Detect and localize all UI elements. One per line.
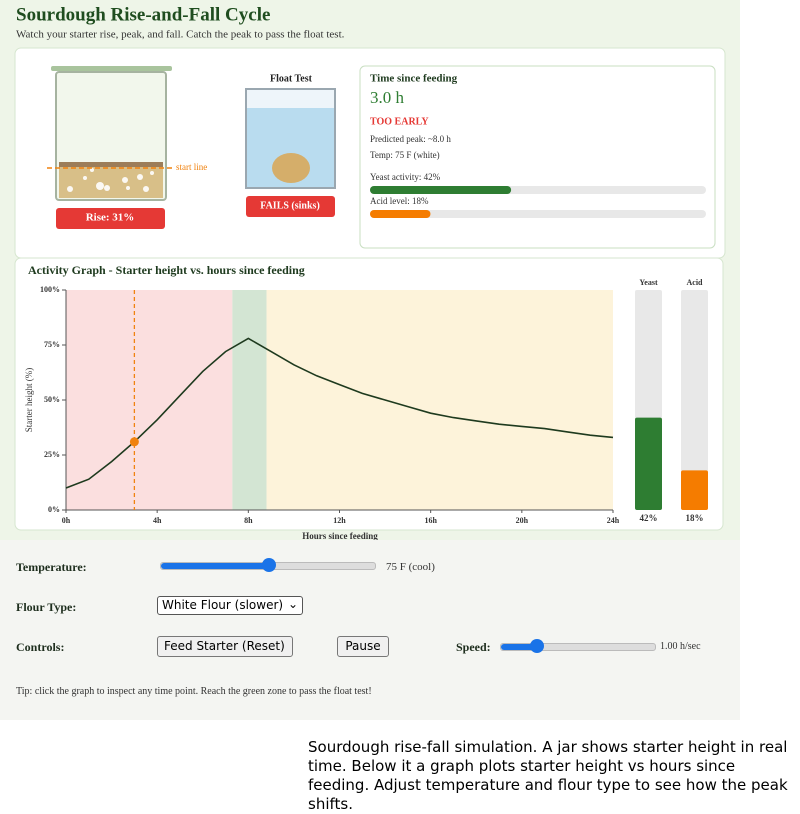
slider-thumb[interactable] bbox=[262, 558, 276, 572]
meter-bar bbox=[681, 470, 708, 510]
acid-label: Acid level: 18% bbox=[370, 196, 429, 206]
y-tick-label: 25% bbox=[44, 450, 60, 459]
temperature-value: 75 F (cool) bbox=[386, 561, 435, 573]
controls-label: Controls: bbox=[16, 640, 65, 654]
status-time: 3.0 h bbox=[370, 88, 405, 107]
flour-option: White Flour (slower) bbox=[162, 598, 284, 612]
x-tick-label: 4h bbox=[153, 516, 162, 525]
starter bbox=[59, 167, 163, 198]
float-title: Float Test bbox=[270, 73, 313, 84]
subtitle: Watch your starter rise, peak, and fall.… bbox=[16, 29, 345, 41]
acid-track bbox=[370, 210, 706, 218]
x-tick-label: 0h bbox=[62, 516, 71, 525]
rise-badge bbox=[56, 208, 165, 229]
y-tick-label: 100% bbox=[40, 285, 60, 294]
current-point bbox=[129, 437, 139, 447]
x-tick-label: 12h bbox=[333, 516, 346, 525]
select-arrow: ⌄ bbox=[287, 597, 298, 611]
y-tick-label: 0% bbox=[48, 505, 60, 514]
zone bbox=[232, 290, 267, 510]
flour-label: Flour Type: bbox=[16, 600, 77, 614]
bubbles bbox=[67, 168, 154, 192]
yeast-label: Yeast activity: 42% bbox=[370, 172, 441, 182]
series-line bbox=[65, 337, 614, 489]
meter-bar bbox=[635, 417, 662, 510]
x-axis-label: Hours since feeding bbox=[302, 531, 378, 540]
meter-name: Yeast bbox=[639, 278, 658, 287]
plot[interactable]: 0% 25% 50% 75% 100% 0h 4h 8h 12h 16h 20h 24h bbox=[40, 285, 620, 525]
rise-label: Rise: 31% bbox=[86, 212, 135, 224]
pause-button[interactable]: Pause bbox=[337, 636, 389, 657]
speed-label: Speed: bbox=[456, 640, 491, 654]
status-box bbox=[359, 65, 716, 249]
flour-select[interactable]: White Flour (slower) ⌄ bbox=[157, 596, 303, 615]
tip: Tip: click the graph to inspect any time… bbox=[16, 686, 372, 697]
zone bbox=[266, 290, 613, 510]
x-tick-label: 20h bbox=[516, 516, 529, 525]
status-verdict: TOO EARLY bbox=[370, 116, 429, 127]
start-line-label: start line bbox=[176, 162, 207, 172]
slider-thumb[interactable] bbox=[530, 639, 544, 653]
speed-value: 1.00 h/sec bbox=[660, 641, 701, 652]
meter-name: Acid bbox=[687, 278, 704, 287]
float-badge bbox=[246, 196, 335, 217]
caption: Sourdough rise-fall simulation. A jar sh… bbox=[308, 738, 788, 813]
feed-button[interactable]: Feed Starter (Reset) bbox=[157, 636, 293, 657]
title: Sourdough Rise-and-Fall Cycle bbox=[16, 4, 270, 25]
y-tick-label: 75% bbox=[44, 340, 60, 349]
y-axis-label: Starter height (%) bbox=[24, 368, 34, 432]
meter-value-label: 18% bbox=[686, 513, 704, 523]
predicted-peak: Predicted peak: ~8.0 h bbox=[370, 134, 451, 144]
speed-slider[interactable] bbox=[500, 639, 656, 653]
slider-fill bbox=[161, 563, 269, 569]
chart-title: Activity Graph - Starter height vs. hour… bbox=[28, 263, 305, 277]
x-tick-label: 24h bbox=[607, 516, 620, 525]
jar-lid bbox=[51, 66, 172, 71]
acid-bar bbox=[370, 210, 431, 218]
temperature-slider[interactable] bbox=[160, 558, 376, 572]
temperature-label: Temperature: bbox=[16, 560, 87, 574]
starter-top bbox=[59, 162, 163, 167]
temp-info: Temp: 75 F (white) bbox=[370, 150, 440, 160]
dough-ball bbox=[272, 153, 310, 183]
zone bbox=[66, 290, 233, 510]
yeast-bar bbox=[370, 186, 512, 194]
x-tick-label: 8h bbox=[244, 516, 253, 525]
controls-bg bbox=[0, 540, 740, 720]
float-result: FAILS (sinks) bbox=[260, 200, 320, 211]
x-tick-label: 16h bbox=[424, 516, 437, 525]
slider-fill bbox=[501, 644, 537, 650]
status-heading: Time since feeding bbox=[370, 73, 458, 85]
y-tick-label: 50% bbox=[44, 395, 60, 404]
meter-value-label: 42% bbox=[640, 513, 658, 523]
meter-track bbox=[681, 290, 708, 510]
app-svg: Sourdough Rise-and-Fall Cycle Watch your… bbox=[14, 4, 726, 540]
